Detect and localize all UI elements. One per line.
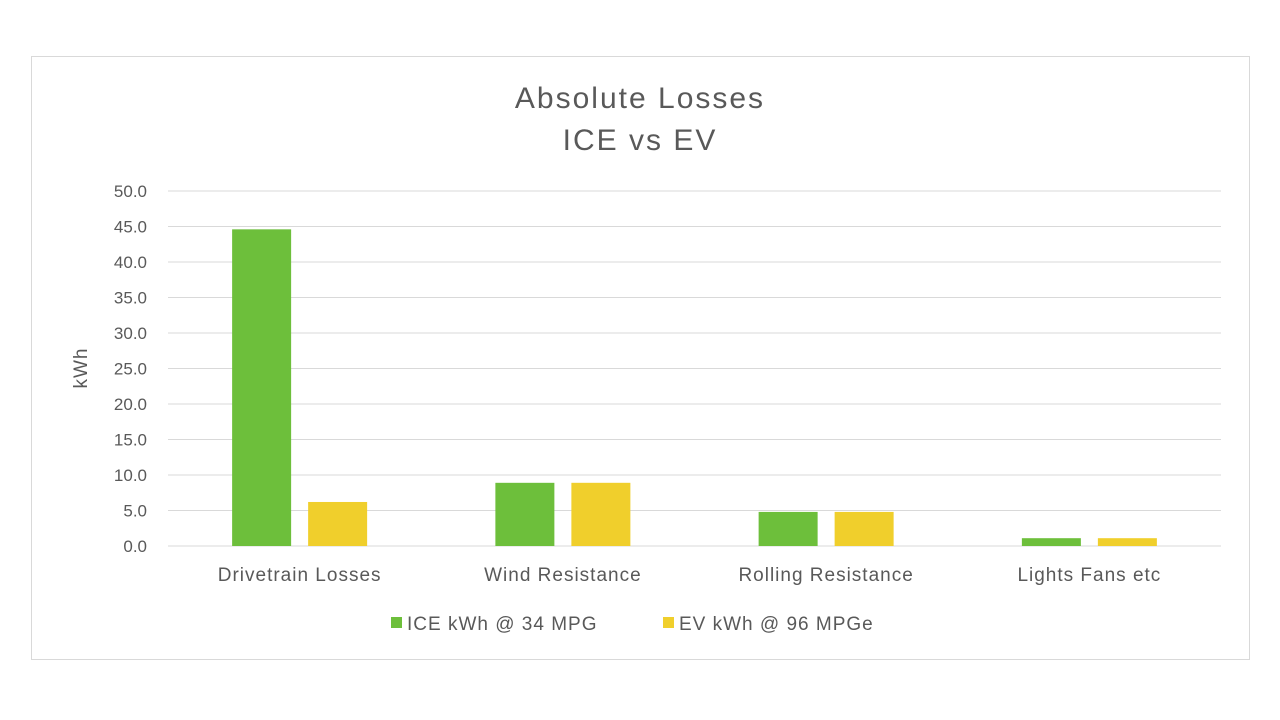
bar-ev — [571, 482, 631, 546]
bar-ice — [232, 229, 292, 546]
y-axis-title: kWh — [71, 348, 92, 389]
y-tick-label: 40.0 — [114, 253, 147, 272]
y-tick-label: 20.0 — [114, 395, 147, 414]
y-tick-label: 5.0 — [123, 502, 147, 521]
legend-swatch — [663, 617, 674, 628]
chart-title-line-2: ICE vs EV — [563, 124, 718, 157]
y-tick-label: 45.0 — [114, 218, 147, 237]
legend: ICE kWh @ 34 MPG EV kWh @ 96 MPGe — [391, 614, 874, 635]
y-axis-ticks: 0.0 5.0 10.0 15.0 20.0 25.0 30.0 35.0 40.0 45.0 50… — [114, 182, 147, 556]
bar-ice — [495, 482, 555, 546]
bar-ev — [308, 501, 368, 546]
chart-title-line-1: Absolute Losses — [515, 82, 765, 115]
gridlines — [168, 190, 1221, 547]
y-tick-label: 50.0 — [114, 182, 147, 201]
x-category-label: Wind Resistance — [484, 565, 642, 586]
bar-ice — [758, 511, 818, 546]
y-tick-label: 15.0 — [114, 431, 147, 450]
x-category-label: Lights Fans etc — [1017, 565, 1161, 586]
legend-label: EV kWh @ 96 MPGe — [679, 614, 874, 635]
bar-ice — [1021, 538, 1081, 546]
x-category-label: Rolling Resistance — [738, 565, 913, 586]
bar-ev — [834, 511, 894, 546]
bars — [232, 229, 1157, 546]
y-tick-label: 30.0 — [114, 324, 147, 343]
legend-label: ICE kWh @ 34 MPG — [407, 614, 598, 635]
legend-swatch — [391, 617, 402, 628]
y-tick-label: 0.0 — [123, 537, 147, 556]
y-tick-label: 35.0 — [114, 289, 147, 308]
bar-ev — [1097, 538, 1157, 546]
x-category-label: Drivetrain Losses — [218, 565, 382, 586]
x-axis-labels: Drivetrain Losses Wind Resistance Rolling … — [218, 565, 1161, 586]
y-tick-label: 10.0 — [114, 466, 147, 485]
y-tick-label: 25.0 — [114, 360, 147, 379]
